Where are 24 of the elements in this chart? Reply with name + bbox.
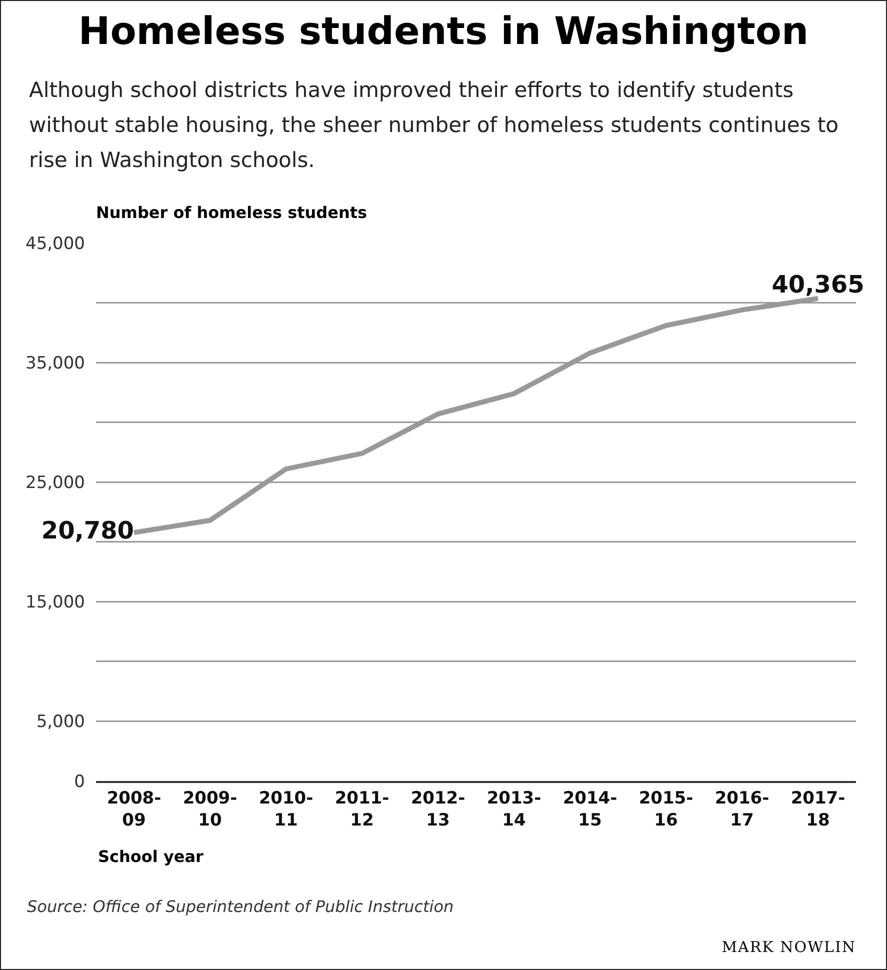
y-tick-label: 45,000 [26, 234, 85, 254]
data-label: 40,365 [772, 270, 864, 298]
x-tick-label: 2011-12 [334, 788, 390, 830]
data-label: 20,780 [41, 516, 134, 545]
source-note: Source: Office of Superintendent of Public Instruction [27, 897, 454, 916]
x-tick-label: 2013-14 [486, 788, 542, 830]
y-tick-label: 5,000 [36, 712, 85, 732]
x-tick-label: 2014-15 [562, 788, 618, 830]
x-tick-label: 2008-09 [106, 788, 162, 830]
chart-subtitle: Although school districts have improved their efforts to identify students without stable housing, the sheer number of homeless students continues to rise in Washington schools. [29, 77, 840, 174]
y-tick-label: 25,000 [26, 473, 85, 494]
x-tick-label: 2016-17 [714, 788, 770, 830]
y-axis-title: Number of homeless students [96, 203, 368, 222]
y-tick-label: 0 [74, 772, 85, 792]
x-tick-label: 2012-13 [410, 788, 466, 830]
x-tick-label: 2009-10 [182, 788, 238, 830]
x-tick-label: 2017-18 [790, 788, 846, 830]
x-axis-title: School year [98, 847, 204, 866]
x-tick-label: 2015-16 [638, 788, 694, 830]
y-tick-label: 15,000 [26, 592, 85, 613]
text: MARK NOWLIN [722, 938, 856, 956]
x-tick-label: 2010-11 [258, 788, 314, 830]
chart-title: Homeless students in Washington [77, 9, 810, 53]
y-tick-label: 35,000 [26, 354, 85, 374]
